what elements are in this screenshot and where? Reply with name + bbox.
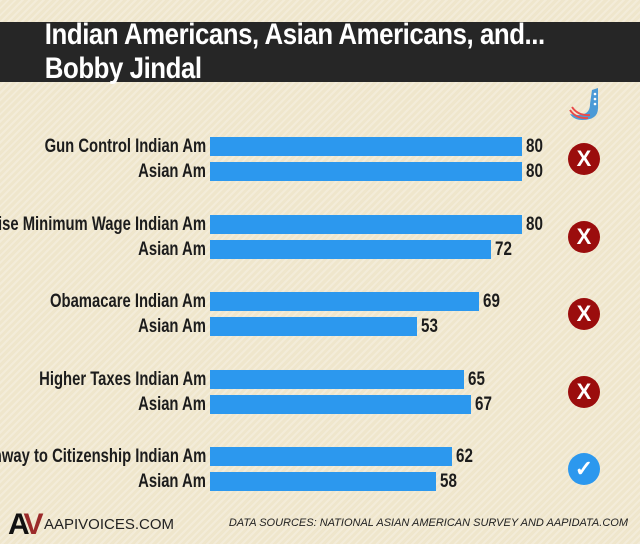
value-label: 80 <box>526 136 543 157</box>
jindal-logo-icon <box>569 88 598 120</box>
value-label: 72 <box>494 239 512 260</box>
bar-label: Asian Am <box>138 161 206 182</box>
value-label: 62 <box>455 446 473 467</box>
x-icon: X <box>568 143 600 175</box>
x-icon: X <box>568 298 600 330</box>
value-label: 65 <box>467 369 485 390</box>
bar-label: Pathway to Citizenship Indian Am <box>0 446 206 467</box>
value-label: 67 <box>475 394 493 415</box>
bar-label: Asian Am <box>138 471 206 492</box>
bar-label: Asian Am <box>138 316 206 337</box>
bar-label: Obamacare Indian Am <box>50 291 206 312</box>
bar-asian <box>210 162 522 181</box>
x-icon: X <box>568 221 600 253</box>
av-logo: AV <box>8 508 43 541</box>
bar-indian <box>210 215 522 234</box>
bar-label: Asian Am <box>138 239 206 260</box>
check-icon: ✓ <box>568 453 600 485</box>
bar-asian <box>210 395 472 414</box>
bar-indian <box>210 370 464 389</box>
data-sources: DATA SOURCES: NATIONAL ASIAN AMERICAN SU… <box>228 517 628 529</box>
site-name: AAPIVOICES.COM <box>44 516 175 533</box>
value-label: 80 <box>526 161 543 182</box>
bar-indian <box>210 292 480 311</box>
bar-label: Gun Control Indian Am <box>44 136 206 157</box>
value-label: 58 <box>440 471 458 492</box>
chart-title: Indian Americans, Asian Americans, and..… <box>44 18 596 85</box>
bar-indian <box>210 137 522 156</box>
bar-label: Higher Taxes Indian Am <box>38 369 206 390</box>
bar-asian <box>210 472 437 491</box>
bar-label: Asian Am <box>138 394 206 415</box>
value-label: 69 <box>483 291 501 312</box>
x-icon: X <box>568 376 600 408</box>
value-label: 80 <box>526 214 543 235</box>
bar-asian <box>210 240 491 259</box>
value-label: 53 <box>420 316 438 337</box>
bar-asian <box>210 317 417 336</box>
bar-indian <box>210 447 452 466</box>
bar-label: Raise Minimum Wage Indian Am <box>0 214 206 235</box>
